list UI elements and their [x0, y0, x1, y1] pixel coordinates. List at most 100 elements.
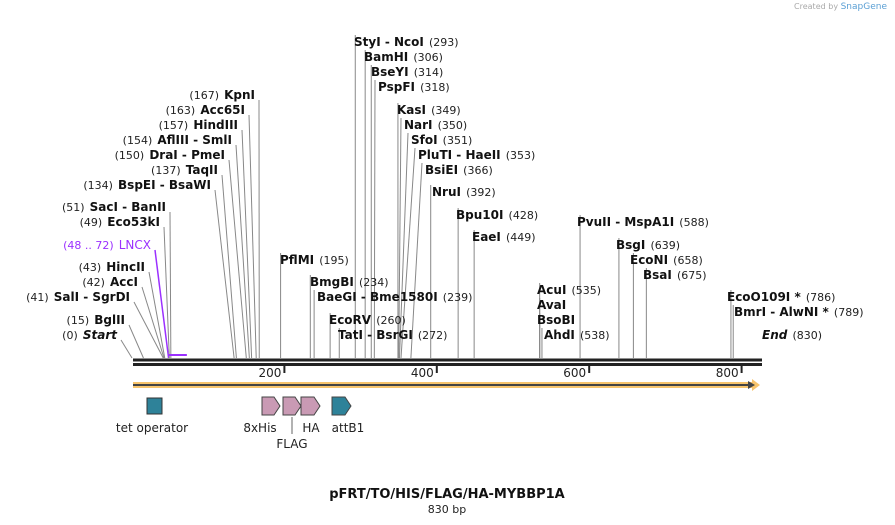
site-label[interactable]: BseYI (314) [371, 61, 443, 80]
enzyme-name: BsgI [616, 238, 645, 252]
site-line [400, 147, 416, 359]
watermark-text: Created by [794, 2, 839, 11]
enzyme-name: EaeI [472, 230, 501, 244]
site-line [373, 79, 376, 359]
site-position: (639) [650, 239, 680, 252]
site-line [398, 117, 402, 359]
enzyme-name: Acc65I [200, 103, 245, 117]
site-line [133, 301, 164, 359]
enzyme-name: SfoI [411, 133, 438, 147]
enzyme-name: DraI - PmeI [149, 148, 225, 162]
site-line [248, 114, 257, 359]
site-label[interactable]: TatI - BsrGI (272) [338, 324, 447, 343]
site-label[interactable]: BmgBI (234) [310, 271, 389, 290]
site-label[interactable]: (51) SacI - BanII [62, 196, 166, 215]
feature-attb1[interactable]: attB1 [331, 396, 365, 435]
site-label[interactable]: PspFI (318) [378, 76, 450, 95]
site-line [410, 162, 423, 359]
site-label[interactable]: PluTI - HaeII (353) [418, 144, 535, 163]
site-label[interactable]: EcoRV (260) [329, 309, 406, 328]
site-label[interactable]: (41) SalI - SgrDI [26, 286, 130, 305]
site-position: (318) [420, 81, 450, 94]
site-label[interactable]: (167) KpnI [189, 84, 255, 103]
enzyme-name: EcoRV [329, 313, 372, 327]
site-label[interactable]: StyI - NcoI (293) [354, 31, 459, 50]
site-label[interactable]: AcuI (535) [537, 279, 601, 298]
site-position: (260) [376, 314, 406, 327]
site-label[interactable]: BamHI (306) [364, 46, 443, 65]
enzyme-name: AflIII - SmlI [157, 133, 232, 147]
site-position: (51) [62, 201, 85, 214]
site-line [221, 174, 237, 359]
site-label[interactable]: AhdI (538) [544, 324, 610, 343]
site-label[interactable]: PflMI (195) [280, 249, 349, 268]
enzyme-name: SacI - BanII [90, 200, 166, 214]
feature-flag[interactable]: FLAG [276, 396, 308, 451]
site-label[interactable]: (49) Eco53kI [80, 211, 160, 230]
site-position: (789) [834, 306, 864, 319]
site-label[interactable]: End (830) [762, 324, 822, 343]
site-label[interactable]: BaeGI - Bme1580I (239) [317, 286, 472, 305]
map-title: pFRT/TO/HIS/FLAG/HA-MYBBP1A [329, 487, 565, 502]
feature-tet-operator[interactable]: tet operator [116, 397, 188, 435]
watermark-brand: SnapGene [840, 2, 887, 12]
enzyme-name: TatI - BsrGI [338, 328, 413, 342]
site-label[interactable]: (134) BspEI - BsaWI [83, 174, 211, 193]
site-position: (150) [115, 149, 145, 162]
site-label[interactable]: BsiEI (366) [425, 159, 493, 178]
site-label[interactable]: (48 .. 72) LNCX [63, 234, 151, 253]
site-label[interactable]: EaeI (449) [472, 226, 536, 245]
orf-arrow[interactable] [133, 379, 760, 391]
site-position: (535) [572, 284, 602, 297]
enzyme-name: PspFI [378, 80, 415, 94]
site-line [163, 226, 170, 359]
site-label[interactable]: PvuII - MspA1I (588) [577, 211, 709, 230]
site-label[interactable]: (154) AflIII - SmlI [123, 129, 232, 148]
site-line [141, 286, 165, 359]
enzyme-name: EcoNI [630, 253, 668, 267]
enzyme-name: AccI [110, 275, 138, 289]
site-line [214, 189, 235, 359]
enzyme-name: BmgBI [310, 275, 354, 289]
site-line [235, 144, 250, 359]
site-position: (163) [166, 104, 196, 117]
enzyme-name: Start [83, 328, 118, 342]
site-label[interactable]: EcoO109I * (786) [727, 286, 835, 305]
enzyme-name: SalI - SgrDI [54, 290, 130, 304]
site-position: (43) [79, 261, 102, 274]
site-position: (428) [509, 209, 539, 222]
enzyme-name: BspEI - BsaWI [118, 178, 211, 192]
site-label[interactable]: EcoNI (658) [630, 249, 703, 268]
site-label[interactable]: BsoBI [537, 313, 575, 327]
site-label[interactable]: NarI (350) [404, 114, 467, 133]
enzyme-name: BamHI [364, 50, 408, 64]
feature-label: HA [302, 421, 320, 435]
site-label[interactable]: (157) HindIII [159, 114, 238, 133]
site-label[interactable]: BmrI - AlwNI * (789) [734, 301, 864, 320]
site-label[interactable]: BsgI (639) [616, 234, 680, 253]
site-label[interactable]: Bpu10I (428) [456, 204, 538, 223]
site-label[interactable]: SfoI (351) [411, 129, 472, 148]
enzyme-name: BsaI [643, 268, 672, 282]
enzyme-name: HincII [106, 260, 145, 274]
site-label[interactable]: BsaI (675) [643, 264, 707, 283]
site-label[interactable]: (42) AccI [82, 271, 138, 290]
site-label[interactable]: (0) Start [62, 324, 118, 343]
site-label[interactable]: KasI (349) [397, 99, 461, 118]
site-label[interactable]: (163) Acc65I [166, 99, 245, 118]
enzyme-name: PvuII - MspA1I [577, 215, 674, 229]
site-label[interactable]: AvaI [537, 298, 566, 312]
ruler-tick-label: 800 [716, 366, 739, 380]
site-label[interactable]: (137) TaqII [151, 159, 218, 178]
ruler: 200 400 600 800 [258, 366, 743, 380]
site-line [120, 339, 133, 359]
site-label[interactable]: (150) DraI - PmeI [115, 144, 225, 163]
site-labels: (0) Start(15) BglII (41) SalI - SgrDI(42)… [26, 31, 864, 343]
site-position: (830) [792, 329, 822, 342]
site-label[interactable]: (15) BglII [67, 309, 125, 328]
site-label[interactable]: (43) HincII [79, 256, 145, 275]
feature-ha[interactable]: HA [300, 396, 321, 435]
site-label[interactable]: NruI (392) [432, 181, 496, 200]
feature-8xhis[interactable]: 8xHis [243, 396, 281, 435]
